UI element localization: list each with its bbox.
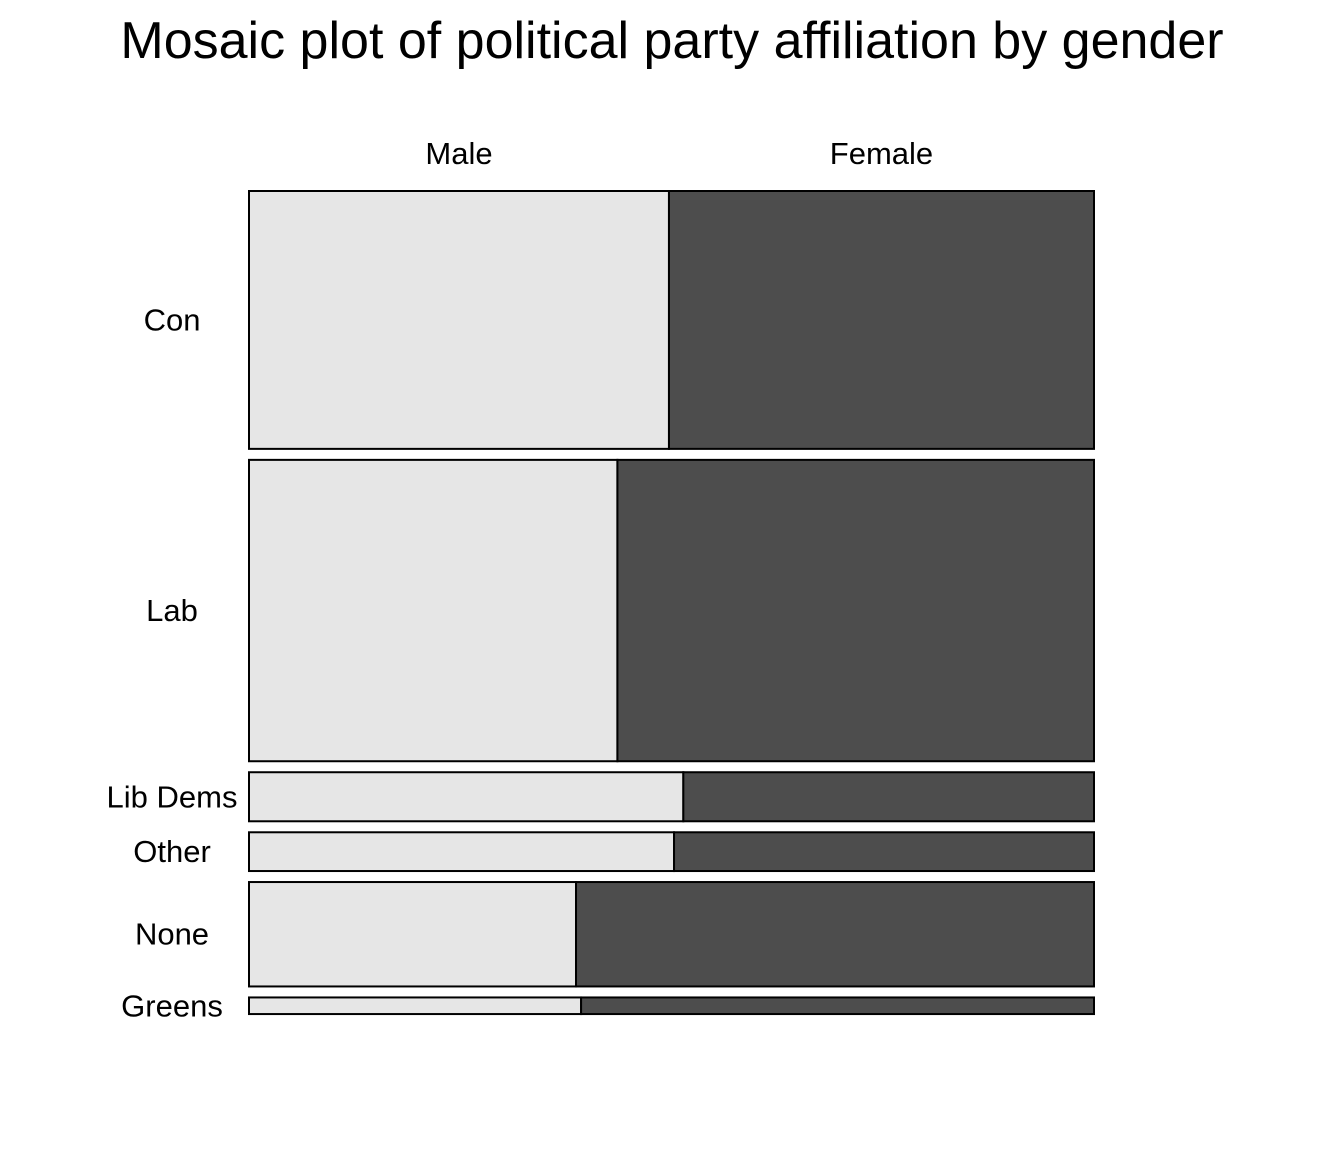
column-labels: Male Female bbox=[425, 136, 933, 171]
row-label-greens: Greens bbox=[121, 988, 223, 1023]
tile-lab-female bbox=[616, 458, 1095, 763]
tile-greens-female bbox=[580, 996, 1095, 1016]
chart-title: Mosaic plot of political party affiliati… bbox=[120, 12, 1223, 70]
row-label-con: Con bbox=[144, 302, 201, 337]
tile-none-female bbox=[575, 881, 1095, 988]
mosaic-tiles bbox=[248, 190, 1096, 1016]
tile-greens-male bbox=[248, 996, 583, 1016]
tile-con-male bbox=[248, 190, 670, 450]
row-label-none: None bbox=[135, 917, 209, 952]
tile-other-female bbox=[673, 831, 1095, 873]
tile-con-female bbox=[667, 190, 1096, 450]
row-labels: Con Lab Lib Dems Other None Greens bbox=[107, 302, 238, 1023]
row-label-lab: Lab bbox=[146, 593, 198, 628]
row-label-other: Other bbox=[133, 834, 211, 869]
tile-none-male bbox=[248, 881, 578, 988]
tile-lib-dems-male bbox=[248, 771, 685, 823]
row-label-lib-dems: Lib Dems bbox=[107, 779, 238, 814]
column-label-female: Female bbox=[830, 136, 933, 171]
column-label-male: Male bbox=[425, 136, 492, 171]
tile-lib-dems-female bbox=[682, 771, 1096, 823]
tile-lab-male bbox=[248, 458, 619, 763]
tile-other-male bbox=[248, 831, 676, 873]
